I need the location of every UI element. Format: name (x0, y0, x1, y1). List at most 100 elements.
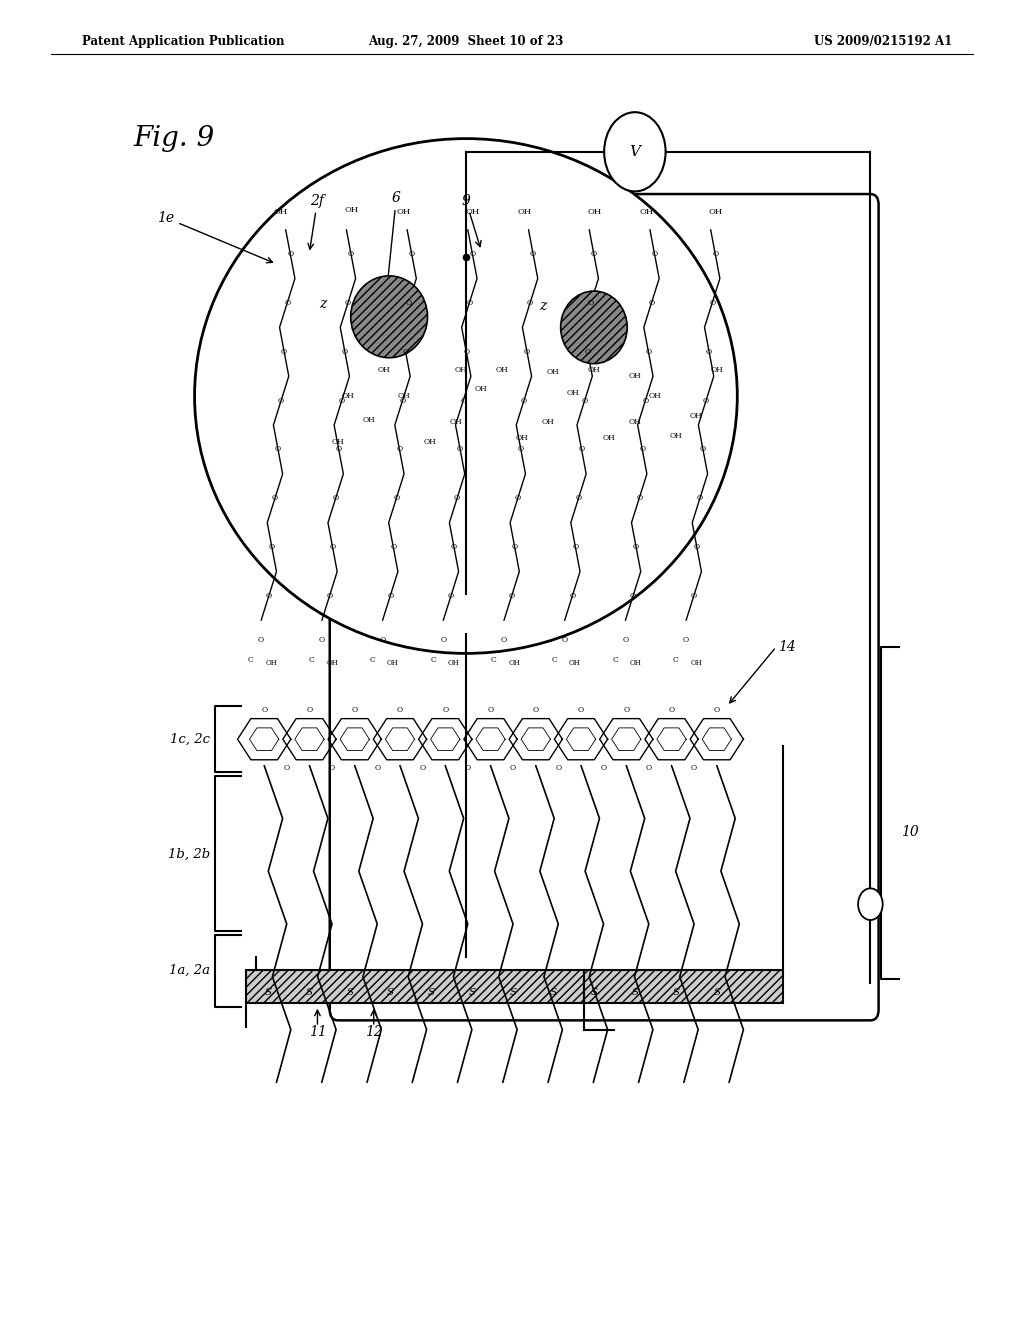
Text: O: O (651, 249, 657, 259)
Text: O: O (639, 445, 645, 454)
Text: C: C (308, 656, 314, 664)
Text: C: C (612, 656, 618, 664)
Text: O: O (561, 636, 567, 644)
Text: O: O (714, 706, 720, 714)
Ellipse shape (350, 276, 428, 358)
Text: z: z (318, 297, 327, 310)
Text: O: O (420, 764, 426, 772)
Text: O: O (588, 298, 594, 308)
Text: C: C (248, 656, 254, 664)
Text: O: O (487, 706, 494, 714)
Text: OH: OH (344, 206, 358, 214)
Text: O: O (646, 764, 652, 772)
Text: 1a, 2a: 1a, 2a (169, 964, 210, 977)
Text: O: O (624, 706, 630, 714)
Text: OH: OH (450, 418, 462, 426)
Text: OH: OH (547, 368, 559, 376)
Text: O: O (261, 706, 267, 714)
Text: O: O (694, 543, 699, 552)
Text: O: O (524, 347, 530, 356)
Text: O: O (390, 543, 396, 552)
Text: O: O (380, 636, 386, 644)
Bar (246, 970, 584, 1003)
Text: O: O (579, 445, 585, 454)
Text: 6: 6 (382, 191, 400, 313)
Text: O: O (282, 347, 287, 356)
Text: OH: OH (649, 392, 662, 400)
Text: O: O (707, 347, 712, 356)
Text: O: O (555, 764, 561, 772)
Text: OH: OH (517, 209, 531, 216)
Text: O: O (284, 764, 290, 772)
Text: OH: OH (569, 659, 581, 667)
Text: OH: OH (516, 434, 528, 442)
Text: O: O (648, 298, 654, 308)
Text: O: O (306, 706, 312, 714)
Text: O: O (269, 543, 274, 552)
Text: OH: OH (496, 366, 508, 374)
Text: OH: OH (397, 209, 412, 216)
Text: O: O (285, 298, 290, 308)
Text: OH: OH (670, 432, 682, 440)
Text: S: S (550, 989, 557, 997)
Text: OH: OH (630, 659, 641, 667)
Text: O: O (442, 706, 449, 714)
Text: OH: OH (455, 366, 467, 374)
Text: S: S (632, 989, 639, 997)
Circle shape (604, 112, 666, 191)
Text: O: O (279, 396, 284, 405)
Text: 1c, 2c: 1c, 2c (170, 733, 210, 746)
Text: 10: 10 (901, 825, 919, 838)
Text: S: S (305, 989, 312, 997)
Text: O: O (339, 396, 345, 405)
Text: O: O (396, 445, 402, 454)
Text: O: O (447, 591, 454, 601)
Text: O: O (575, 494, 582, 503)
Text: C: C (673, 656, 679, 664)
Text: S: S (509, 989, 516, 997)
Text: OH: OH (362, 416, 375, 424)
Text: C: C (430, 656, 436, 664)
Text: S: S (346, 989, 353, 997)
Text: O: O (569, 591, 575, 601)
Circle shape (858, 888, 883, 920)
Text: OH: OH (332, 438, 344, 446)
Text: O: O (585, 347, 591, 356)
Text: OH: OH (690, 412, 702, 420)
Text: OH: OH (588, 366, 600, 374)
Text: OH: OH (378, 366, 390, 374)
Text: O: O (275, 445, 281, 454)
Text: O: O (623, 636, 629, 644)
Text: O: O (318, 636, 325, 644)
Text: O: O (636, 494, 642, 503)
Text: 14: 14 (778, 640, 796, 653)
Text: O: O (532, 706, 539, 714)
Bar (246, 970, 584, 1003)
Text: S: S (428, 989, 435, 997)
Text: O: O (333, 494, 339, 503)
Text: OH: OH (273, 209, 288, 216)
Text: O: O (703, 396, 709, 405)
Text: O: O (630, 591, 636, 601)
Text: O: O (266, 591, 271, 601)
Text: O: O (406, 298, 412, 308)
Text: OH: OH (629, 418, 641, 426)
Text: S: S (714, 989, 720, 997)
Text: O: O (342, 347, 348, 356)
Text: OH: OH (398, 392, 411, 400)
Text: S: S (673, 989, 680, 997)
Text: Aug. 27, 2009  Sheet 10 of 23: Aug. 27, 2009 Sheet 10 of 23 (369, 36, 563, 48)
Text: O: O (463, 347, 469, 356)
Text: O: O (582, 396, 588, 405)
Text: O: O (510, 764, 516, 772)
Text: S: S (265, 989, 271, 997)
Text: O: O (327, 591, 333, 601)
Text: O: O (515, 494, 521, 503)
Text: O: O (591, 249, 597, 259)
Text: O: O (330, 543, 336, 552)
Text: O: O (521, 396, 527, 405)
Text: OH: OH (508, 659, 520, 667)
Text: 1e: 1e (158, 211, 272, 263)
Text: O: O (402, 347, 409, 356)
Text: US 2009/0215192 A1: US 2009/0215192 A1 (814, 36, 952, 48)
